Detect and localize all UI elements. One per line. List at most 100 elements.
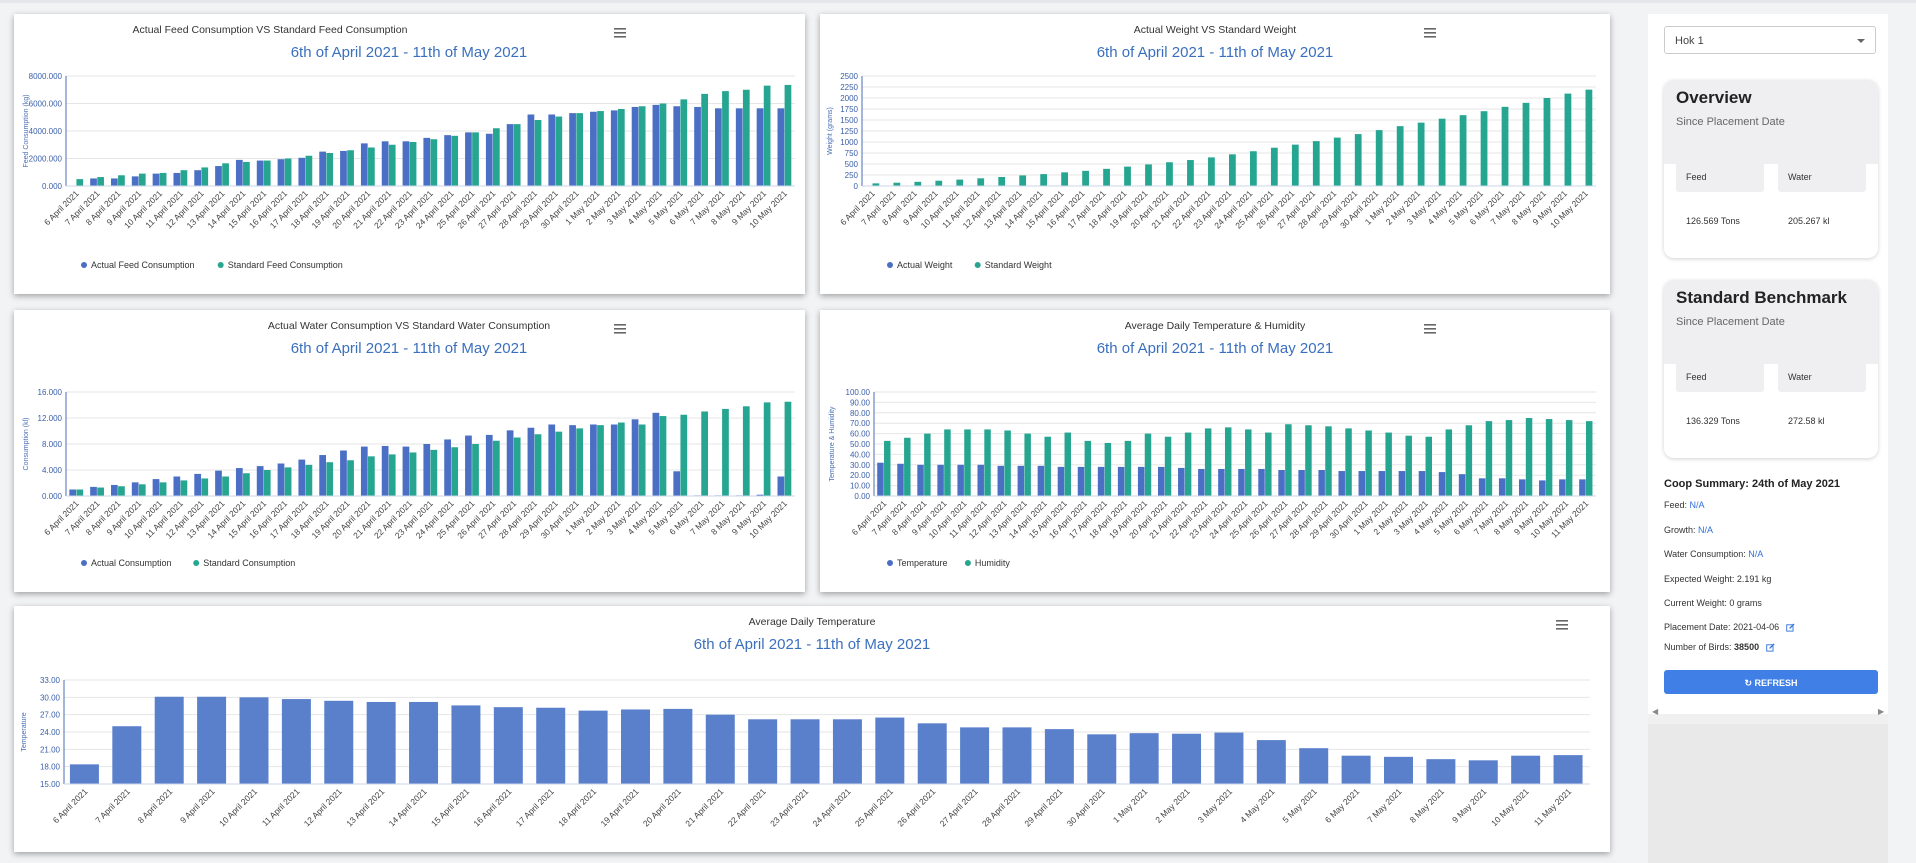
water-bar[interactable] bbox=[263, 470, 271, 496]
temphum-bar[interactable] bbox=[1285, 424, 1292, 496]
water-bar[interactable] bbox=[347, 460, 354, 496]
temphum-bar[interactable] bbox=[1184, 432, 1192, 496]
water-bar[interactable] bbox=[360, 446, 368, 496]
temp-bar[interactable] bbox=[790, 719, 820, 784]
temphum-bar[interactable] bbox=[1198, 468, 1205, 496]
feed-bar[interactable] bbox=[742, 89, 750, 186]
temp-bar[interactable] bbox=[281, 699, 311, 784]
temp-bar[interactable] bbox=[197, 696, 227, 784]
water-bar[interactable] bbox=[652, 412, 660, 496]
temphum-bar[interactable] bbox=[1405, 435, 1412, 496]
temphum-bar[interactable] bbox=[1478, 478, 1486, 496]
weight-bar[interactable] bbox=[1480, 111, 1488, 186]
temphum-bar[interactable] bbox=[1037, 465, 1045, 496]
chart-menu-icon[interactable] bbox=[614, 28, 626, 38]
water-bar[interactable] bbox=[701, 411, 708, 497]
temp-bar[interactable] bbox=[832, 719, 862, 784]
water-bar[interactable] bbox=[138, 484, 146, 496]
water-bar[interactable] bbox=[659, 416, 667, 496]
temp-bar[interactable] bbox=[705, 714, 735, 784]
feed-bar[interactable] bbox=[201, 167, 209, 186]
water-bar[interactable] bbox=[763, 402, 771, 496]
feed-bar[interactable] bbox=[340, 150, 347, 186]
water-bar[interactable] bbox=[243, 473, 250, 496]
temp-bar[interactable] bbox=[1299, 748, 1329, 784]
chart-menu-icon[interactable] bbox=[1424, 324, 1436, 334]
temphum-bar[interactable] bbox=[964, 429, 971, 496]
feed-bar[interactable] bbox=[97, 177, 104, 186]
temp-bar[interactable] bbox=[239, 697, 269, 784]
temphum-bar[interactable] bbox=[1258, 468, 1265, 496]
weight-bar[interactable] bbox=[1291, 144, 1299, 186]
scroll-right-icon[interactable]: ▶ bbox=[1878, 707, 1885, 716]
feed-bar[interactable] bbox=[680, 99, 688, 186]
feed-bar[interactable] bbox=[430, 139, 438, 186]
temp-bar[interactable] bbox=[1511, 755, 1541, 784]
weight-bar[interactable] bbox=[1061, 172, 1069, 186]
water-bar[interactable] bbox=[152, 479, 160, 496]
temphum-bar[interactable] bbox=[1298, 470, 1305, 496]
water-bar[interactable] bbox=[784, 401, 792, 496]
water-bar[interactable] bbox=[472, 444, 479, 496]
water-bar[interactable] bbox=[527, 427, 535, 496]
feed-bar[interactable] bbox=[118, 175, 125, 186]
weight-bar[interactable] bbox=[1166, 162, 1173, 186]
temp-bar[interactable] bbox=[578, 710, 608, 784]
water-bar[interactable] bbox=[131, 482, 139, 496]
feed-bar[interactable] bbox=[381, 141, 389, 186]
temphum-bar[interactable] bbox=[1278, 470, 1285, 496]
temp-bar[interactable] bbox=[1214, 732, 1244, 784]
temp-bar[interactable] bbox=[1468, 760, 1498, 784]
weight-bar[interactable] bbox=[1543, 98, 1551, 186]
feed-bar[interactable] bbox=[152, 173, 160, 186]
feed-bar[interactable] bbox=[673, 106, 681, 186]
temphum-bar[interactable] bbox=[1097, 466, 1105, 496]
feed-bar[interactable] bbox=[485, 133, 493, 186]
legend-item[interactable]: Actual Weight bbox=[887, 260, 953, 270]
water-bar[interactable] bbox=[118, 486, 125, 496]
water-bar[interactable] bbox=[756, 494, 764, 496]
feed-bar[interactable] bbox=[110, 178, 118, 186]
temphum-bar[interactable] bbox=[1345, 428, 1352, 496]
temphum-bar[interactable] bbox=[1017, 465, 1025, 496]
feed-bar[interactable] bbox=[173, 172, 181, 186]
temp-bar[interactable] bbox=[748, 719, 778, 784]
feed-bar[interactable] bbox=[347, 150, 354, 186]
temphum-bar[interactable] bbox=[1245, 429, 1252, 496]
summary-feed-link[interactable]: N/A bbox=[1689, 500, 1705, 510]
temphum-bar[interactable] bbox=[1157, 466, 1165, 496]
water-bar[interactable] bbox=[631, 419, 639, 496]
weight-bar[interactable] bbox=[1270, 147, 1278, 186]
water-bar[interactable] bbox=[381, 445, 389, 496]
feed-bar[interactable] bbox=[423, 137, 431, 186]
temp-bar[interactable] bbox=[451, 705, 481, 784]
temp-bar[interactable] bbox=[1341, 755, 1371, 784]
weight-bar[interactable] bbox=[1082, 170, 1089, 186]
temp-bar[interactable] bbox=[1553, 755, 1583, 784]
chart-menu-icon[interactable] bbox=[614, 324, 626, 334]
temphum-bar[interactable] bbox=[1338, 471, 1345, 496]
water-bar[interactable] bbox=[638, 424, 646, 497]
feed-bar[interactable] bbox=[555, 116, 563, 186]
temp-bar[interactable] bbox=[154, 696, 184, 784]
feed-bar[interactable] bbox=[548, 114, 556, 187]
feed-bar[interactable] bbox=[298, 157, 306, 186]
water-bar[interactable] bbox=[368, 456, 375, 496]
summary-growth-link[interactable]: N/A bbox=[1698, 525, 1714, 535]
feed-bar[interactable] bbox=[388, 144, 396, 186]
weight-bar[interactable] bbox=[956, 179, 964, 186]
feed-bar[interactable] bbox=[256, 160, 264, 186]
water-bar[interactable] bbox=[159, 482, 167, 496]
feed-bar[interactable] bbox=[569, 113, 576, 186]
temphum-bar[interactable] bbox=[1418, 471, 1426, 496]
water-bar[interactable] bbox=[610, 424, 618, 497]
temphum-bar[interactable] bbox=[1525, 418, 1533, 496]
temphum-bar[interactable] bbox=[1238, 468, 1245, 496]
chart-menu-icon[interactable] bbox=[1556, 620, 1568, 630]
temphum-bar[interactable] bbox=[877, 462, 884, 496]
temphum-bar[interactable] bbox=[1485, 421, 1493, 496]
feed-bar[interactable] bbox=[513, 124, 521, 186]
feed-bar[interactable] bbox=[534, 120, 542, 186]
temphum-bar[interactable] bbox=[1365, 430, 1372, 496]
refresh-button[interactable]: ↻ REFRESH bbox=[1664, 670, 1878, 694]
